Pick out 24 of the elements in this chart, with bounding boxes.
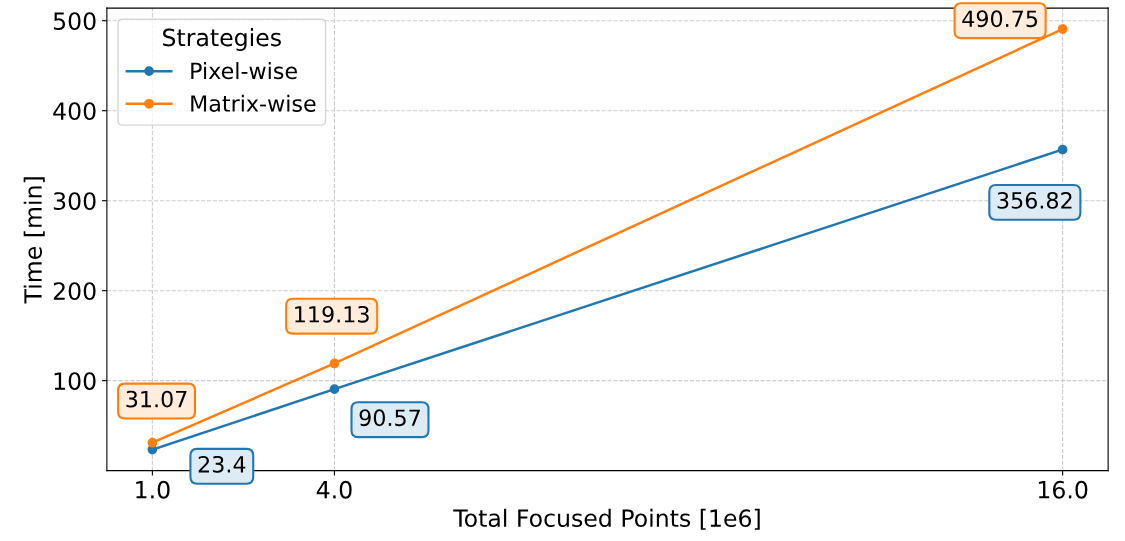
data-label: 23.4 xyxy=(198,455,246,473)
y-tick-label: 200 xyxy=(53,282,96,300)
point xyxy=(329,384,340,395)
x-tick-label: 1.0 xyxy=(136,480,170,499)
point xyxy=(1057,144,1068,155)
x-tick-label: 16.0 xyxy=(1038,480,1088,499)
point xyxy=(329,358,340,369)
data-label: 90.57 xyxy=(359,409,420,427)
x-tick-label: 4.0 xyxy=(316,480,352,499)
y-tick-label: 500 xyxy=(53,12,96,31)
y-tick-label: 400 xyxy=(53,102,96,121)
data-label: 119.13 xyxy=(295,305,369,323)
point xyxy=(1057,24,1068,34)
y-tick-label: 300 xyxy=(53,192,96,210)
legend-label: Pixel-wise xyxy=(191,62,297,80)
x-axis-title: Total Focused Points [1e6] xyxy=(453,508,760,530)
legend-label: Matrix-wise xyxy=(191,94,316,112)
y-tick-label: 100 xyxy=(54,372,96,390)
data-label: 356.82 xyxy=(997,191,1072,209)
y-axis-title: Time [min] xyxy=(23,177,45,304)
point xyxy=(147,437,158,448)
data-label: 490.75 xyxy=(962,10,1038,28)
data-label: 31.07 xyxy=(126,390,187,408)
legend-title: Strategies xyxy=(163,28,281,51)
